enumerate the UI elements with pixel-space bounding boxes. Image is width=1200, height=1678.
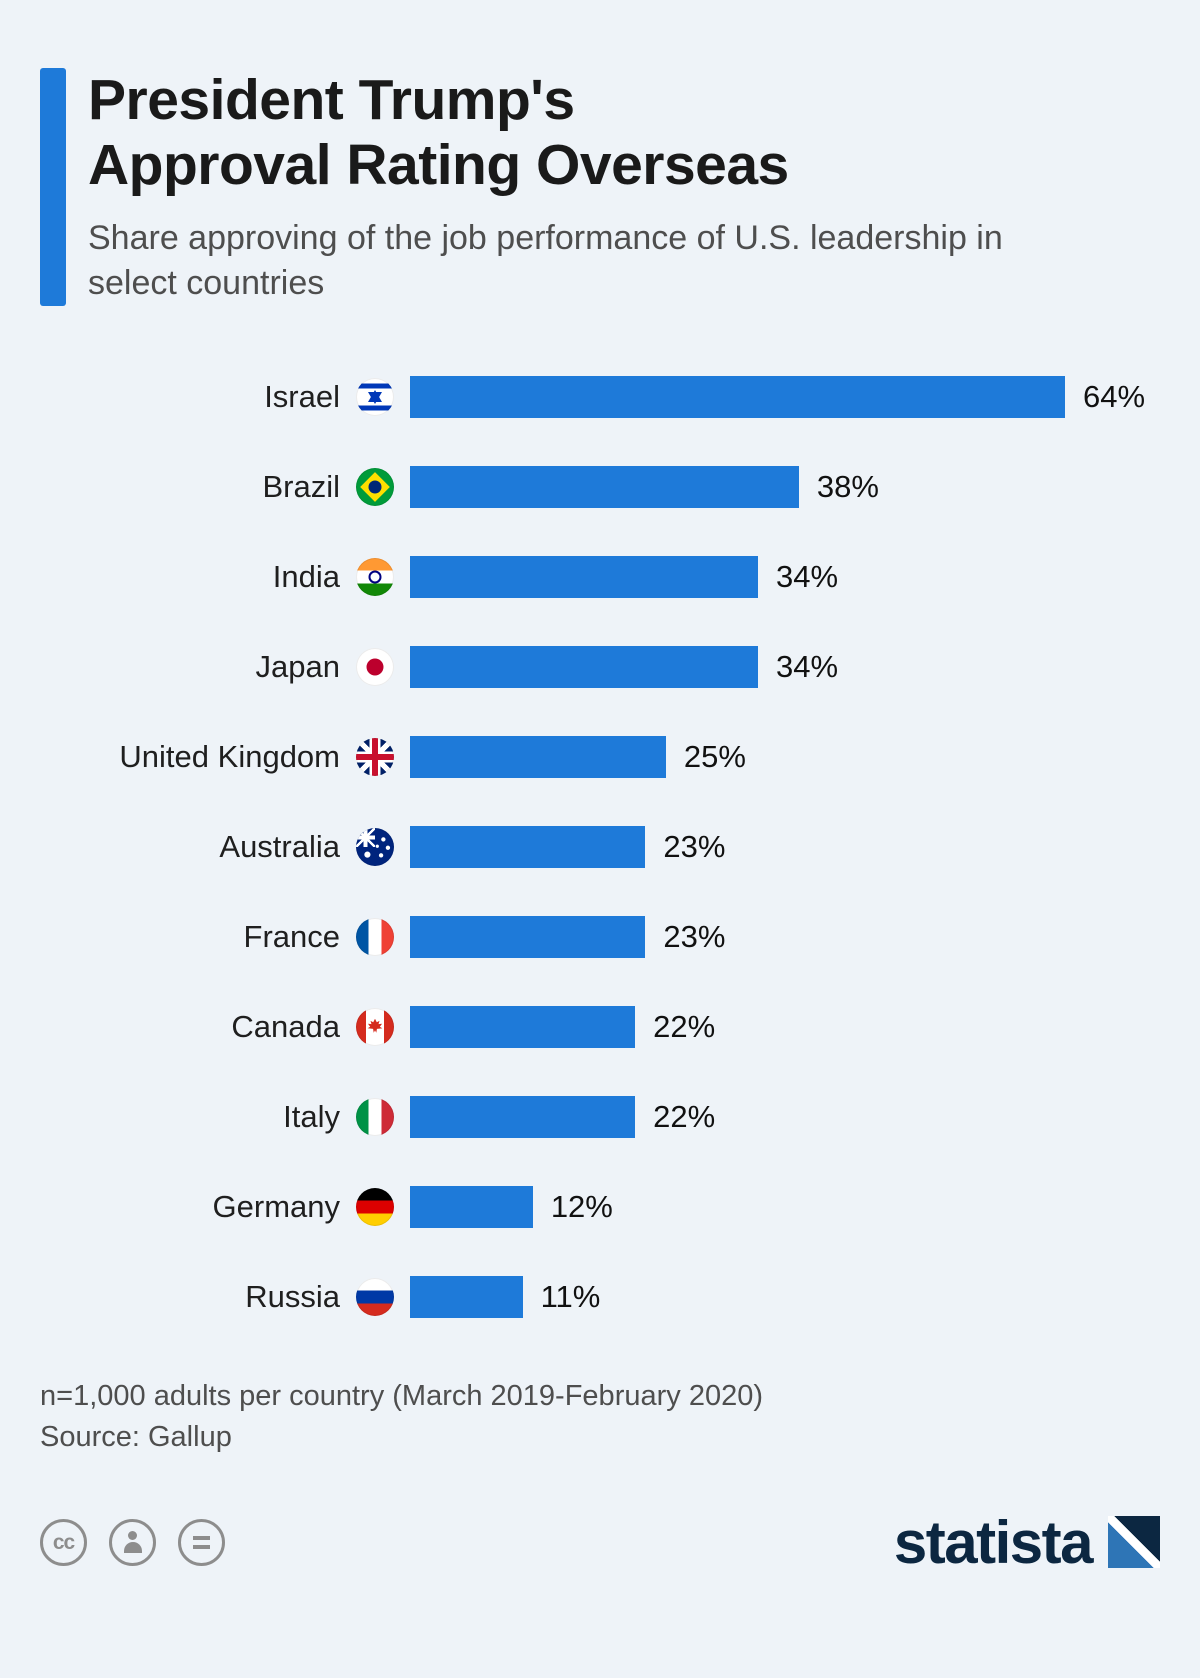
bar-value: 12%	[550, 1188, 613, 1224]
country-label: Germany	[212, 1188, 340, 1224]
bar	[410, 825, 646, 868]
chart-rows: Israel 64% Brazil 38% India 34% Japan 34…	[40, 352, 1160, 1342]
bar-value: 22%	[653, 1098, 716, 1134]
chart-row: Germany 12%	[40, 1162, 1160, 1252]
statista-logo: statista	[894, 1508, 1160, 1577]
title-line-2: Approval Rating Overseas	[88, 132, 789, 197]
country-flag-icon	[356, 1277, 394, 1316]
bar-value: 22%	[653, 1008, 716, 1044]
statista-wordmark: statista	[893, 1508, 1094, 1576]
person-head	[128, 1531, 137, 1541]
chart-row: United Kingdom 25%	[40, 712, 1160, 802]
country-flag-icon	[356, 377, 394, 416]
header: President Trump's Approval Rating Overse…	[40, 68, 1160, 306]
country-flag-icon	[356, 647, 394, 686]
country-label: Canada	[231, 1008, 340, 1044]
bar-value: 23%	[663, 828, 726, 864]
chart-subtitle: Share approving of the job performance o…	[88, 218, 1003, 302]
chart-row: Italy 22%	[40, 1072, 1160, 1162]
chart-row: Canada 22%	[40, 982, 1160, 1072]
country-flag-icon	[356, 737, 394, 776]
country-label: Israel	[264, 378, 340, 414]
chart-row: India 34%	[40, 532, 1160, 622]
country-flag-icon	[356, 917, 394, 956]
country-label: Italy	[283, 1098, 340, 1134]
bottom-bar: cc statista	[40, 1508, 1160, 1577]
attribution-icon	[109, 1518, 156, 1566]
country-flag-icon	[356, 1007, 394, 1046]
chart-row: Israel 64%	[40, 352, 1160, 442]
country-flag-icon	[356, 467, 394, 506]
bar-value: 11%	[540, 1278, 601, 1314]
country-label: Australia	[219, 828, 340, 864]
equals-bar	[193, 1544, 210, 1549]
bar-value: 23%	[663, 918, 726, 954]
person-body	[123, 1542, 142, 1554]
bar	[410, 1185, 533, 1228]
country-label: India	[272, 558, 340, 594]
chart-row: France 23%	[40, 892, 1160, 982]
chart-row: Brazil 38%	[40, 442, 1160, 532]
page-title: President Trump's Approval Rating Overse…	[88, 68, 1073, 198]
bar	[410, 915, 646, 958]
country-flag-icon	[356, 557, 394, 596]
bar-value: 34%	[775, 648, 839, 684]
country-label: United Kingdom	[119, 738, 340, 774]
bar	[410, 375, 1065, 418]
country-label: Russia	[245, 1278, 340, 1314]
header-text: President Trump's Approval Rating Overse…	[88, 68, 1073, 306]
country-label: Brazil	[262, 468, 340, 504]
equals-bar	[193, 1535, 210, 1540]
source-note: Source: Gallup	[40, 1420, 232, 1453]
bar	[410, 1095, 636, 1138]
bar	[410, 735, 666, 778]
country-flag-icon	[356, 1187, 394, 1226]
country-label: Japan	[255, 648, 340, 684]
chart-row: Japan 34%	[40, 622, 1160, 712]
bar	[410, 465, 799, 508]
bar-value: 34%	[775, 558, 839, 594]
bar	[410, 1005, 636, 1048]
country-flag-icon	[356, 827, 394, 866]
bar-value: 64%	[1083, 378, 1146, 414]
sample-note: n=1,000 adults per country (March 2019-F…	[40, 1379, 763, 1412]
cc-icon: cc	[40, 1518, 87, 1566]
bar	[410, 1275, 523, 1318]
license-icons: cc	[40, 1518, 225, 1566]
no-derivatives-icon	[178, 1518, 225, 1566]
chart-row: Russia 11%	[40, 1252, 1160, 1342]
chart-row: Australia 23%	[40, 802, 1160, 892]
bar	[410, 645, 758, 688]
title-accent-bar	[40, 68, 66, 306]
bar-value: 25%	[683, 738, 746, 774]
statista-mark-icon	[1108, 1516, 1160, 1569]
country-label: France	[243, 918, 340, 954]
bar	[410, 555, 758, 598]
title-line-1: President Trump's	[88, 68, 575, 132]
country-flag-icon	[356, 1097, 394, 1136]
bar-value: 38%	[816, 468, 879, 504]
